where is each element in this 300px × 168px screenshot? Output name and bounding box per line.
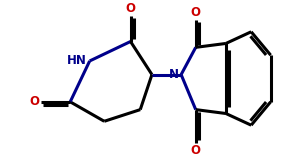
Text: O: O xyxy=(191,6,201,19)
Text: N: N xyxy=(169,68,179,81)
Text: HN: HN xyxy=(67,54,87,68)
Text: O: O xyxy=(29,95,39,108)
Text: O: O xyxy=(191,144,201,157)
Text: O: O xyxy=(125,2,136,15)
